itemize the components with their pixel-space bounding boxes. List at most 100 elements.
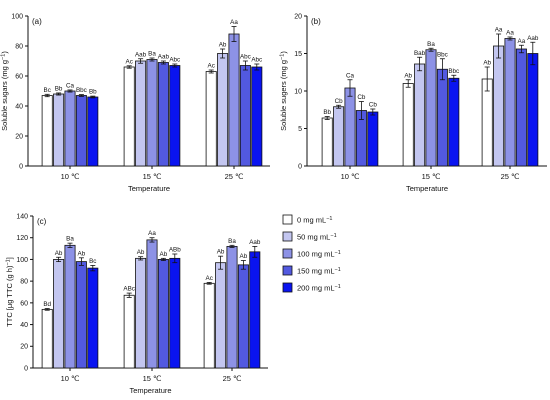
significance-label: Ab (55, 250, 63, 257)
significance-label: Aa (230, 19, 238, 26)
bar (157, 259, 169, 369)
bar (146, 59, 158, 167)
significance-label: Bab (414, 50, 426, 57)
significance-label: Cb (335, 98, 344, 105)
significance-label: Aa (495, 27, 503, 34)
y-axis-title: TTC [μg TTC (g h)−1] (5, 257, 14, 327)
significance-label: Ab (217, 249, 225, 256)
significance-label: Ab (137, 249, 145, 256)
y-axis-title: Soluble sugers (mg g−1) (279, 51, 288, 131)
significance-label: Aab (527, 35, 539, 42)
significance-label: Bb (323, 109, 331, 116)
y-tick-label: 100 (16, 257, 28, 264)
legend: 0 mg mL−1 50 mg mL−1 100 mg mL−1 150 mg mL−… (282, 214, 341, 293)
significance-label: Ab (219, 42, 227, 49)
bar (123, 66, 135, 167)
panel-c: 0 20 40 60 80 100 120 140 (c) TTC [μg TTC (g h)−1… (5, 213, 268, 395)
significance-label: Cb (369, 102, 378, 109)
bar (169, 65, 181, 167)
significance-label: Ac (126, 58, 133, 65)
bar (64, 90, 76, 167)
bar (146, 239, 158, 369)
bar (321, 117, 333, 167)
significance-label: Ba (66, 236, 74, 243)
bar (237, 264, 249, 369)
bar (239, 65, 251, 167)
y-tick-label: 80 (20, 279, 28, 286)
panel-a: 0 20 40 60 80 100 (a) Soluble sugars (mg g−1) Bc… (0, 13, 270, 193)
bar (169, 257, 181, 369)
bar (448, 77, 460, 167)
x-tick-label: 25 ℃ (225, 172, 244, 181)
bar (123, 294, 135, 369)
x-axis-title: Temperature (406, 184, 448, 193)
y-tick-label: 120 (16, 235, 28, 242)
significance-label: Aab (249, 239, 261, 246)
y-tick-label: 20 (15, 133, 23, 140)
y-tick-label: 0 (24, 365, 28, 372)
bar (425, 49, 437, 167)
x-tick-label: 25 ℃ (223, 374, 242, 383)
bar (87, 96, 99, 167)
x-axis-title: Temperature (129, 386, 171, 395)
bar (414, 63, 426, 167)
bar (75, 95, 87, 167)
bar (41, 95, 53, 167)
significance-label: Aab (135, 51, 147, 58)
significance-label: ABc (123, 286, 135, 293)
bar (64, 244, 76, 369)
significance-label: Abc (240, 54, 251, 61)
significance-label: Abc (251, 57, 262, 64)
significance-label: ABb (169, 247, 181, 254)
bar (228, 33, 240, 167)
bar (402, 83, 414, 167)
x-tick-label: 15 ℃ (143, 172, 162, 181)
bar (53, 93, 65, 167)
legend-swatch (282, 231, 293, 242)
bar (493, 45, 505, 167)
bar (157, 62, 169, 167)
x-tick-label: 15 ℃ (422, 172, 441, 181)
significance-label: Ab (404, 72, 412, 79)
legend-label: 150 mg mL−1 (297, 267, 341, 276)
legend-label: 0 mg mL−1 (297, 216, 332, 225)
significance-label: Aab (158, 54, 170, 61)
legend-swatch (282, 265, 293, 276)
bar (344, 87, 356, 167)
significance-label: Aa (506, 30, 514, 37)
y-axis-title: Soluble sugars (mg g−1) (0, 51, 9, 131)
bar (436, 68, 448, 167)
significance-label: Ca (346, 72, 355, 79)
bar (87, 267, 99, 369)
x-tick-label: 25 ℃ (501, 172, 520, 181)
y-tick-label: 60 (15, 73, 23, 80)
bar (135, 257, 147, 369)
bar (226, 245, 238, 369)
significance-label: Bbc (76, 87, 87, 94)
significance-label: Cb (357, 94, 366, 101)
y-tick-label: 0 (298, 163, 302, 170)
y-tick-label: 10 (294, 88, 302, 95)
bar (203, 282, 215, 369)
bar (527, 53, 539, 167)
x-axis-title: Temperature (128, 184, 170, 193)
x-tick-label: 15 ℃ (143, 374, 162, 383)
bar (515, 48, 527, 167)
bar (333, 106, 345, 167)
significance-label: Bd (43, 301, 51, 308)
bar (249, 251, 261, 369)
legend-label: 200 mg mL−1 (297, 284, 341, 293)
significance-label: Aa (148, 230, 156, 237)
bar (53, 259, 65, 369)
y-tick-label: 0 (19, 163, 23, 170)
legend-swatch (282, 214, 293, 225)
significance-label: Ab (160, 251, 168, 258)
significance-label: Ab (240, 253, 248, 260)
significance-label: Bc (89, 258, 96, 265)
significance-label: Ac (208, 63, 215, 70)
panel-b: 0 5 10 15 20 (b) Soluble sugers (mg g−1) Bb Cb Ca… (279, 13, 547, 193)
y-tick-label: 20 (294, 13, 302, 20)
y-tick-label: 100 (11, 13, 23, 20)
y-tick-label: 40 (15, 103, 23, 110)
significance-label: Bbc (448, 68, 459, 75)
